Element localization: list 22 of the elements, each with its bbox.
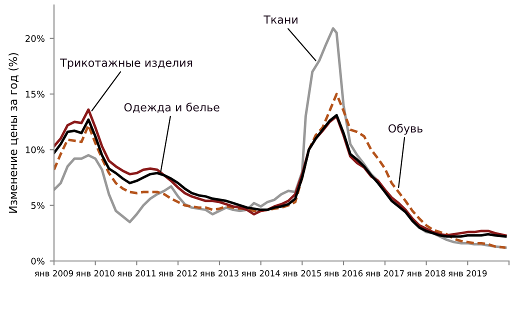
x-tick-label: янв 2009 bbox=[34, 270, 74, 276]
annotation: Одежда и белье bbox=[124, 102, 220, 113]
annotation: Трикотажные изделия bbox=[60, 58, 192, 70]
x-tick-label: янв 2011 bbox=[118, 270, 156, 276]
y-tick-label: 15% bbox=[26, 90, 44, 98]
x-tick-label: янв 2017 bbox=[366, 270, 404, 276]
x-tick-label: янв 2016 bbox=[324, 270, 363, 276]
x-tick-label: янв 2018 bbox=[407, 270, 446, 276]
y-tick-label: 5% bbox=[31, 202, 44, 209]
x-tick-label: янв 2013 bbox=[200, 270, 238, 276]
annotation: Ткани bbox=[264, 16, 298, 24]
x-tick-label: янв 2019 bbox=[448, 270, 487, 276]
x-tick-label: янв 2014 bbox=[242, 270, 280, 276]
y-tick-label: 0% bbox=[31, 258, 44, 265]
y-axis-title: Изменение цены за год (%) bbox=[8, 53, 19, 213]
line-series bbox=[54, 92, 507, 249]
annotation: Обувь bbox=[388, 124, 422, 135]
x-tick-label: янв 2010 bbox=[76, 270, 114, 276]
x-tick-label: янв 2015 bbox=[283, 270, 322, 276]
y-tick-label: 10% bbox=[26, 146, 44, 154]
y-tick-label: 20% bbox=[26, 35, 44, 42]
x-tick-label: янв 2012 bbox=[158, 270, 197, 276]
